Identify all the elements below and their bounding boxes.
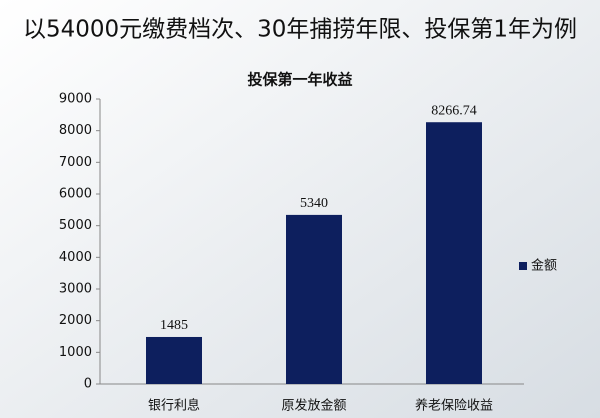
value-label: 5340	[300, 196, 328, 211]
y-tick-label: 2000	[59, 313, 92, 328]
y-tick-label: 1000	[59, 345, 92, 360]
y-tick-label: 6000	[59, 187, 92, 202]
bar	[426, 122, 482, 384]
heading: 以54000元缴费档次、30年捕捞年限、投保第1年为例	[23, 17, 577, 43]
y-tick-label: 8000	[59, 123, 92, 138]
value-label: 1485	[160, 318, 188, 333]
y-tick-label: 3000	[59, 282, 92, 297]
legend-swatch	[519, 262, 527, 270]
y-tick-label: 5000	[59, 218, 92, 233]
y-tick-label: 4000	[59, 250, 92, 265]
bar	[146, 336, 202, 384]
x-tick-label: 原发放金额	[281, 398, 346, 414]
value-label: 8266.74	[431, 103, 477, 118]
y-tick-label: 9000	[59, 92, 92, 107]
chart-title: 投保第一年收益	[247, 71, 352, 89]
x-tick-label: 养老保险收益	[415, 398, 493, 414]
x-tick-label: 银行利息	[148, 398, 200, 414]
y-tick-label: 0	[84, 377, 92, 392]
bar	[286, 214, 342, 384]
legend-label: 金额	[531, 258, 557, 274]
y-tick-label: 7000	[59, 155, 92, 170]
